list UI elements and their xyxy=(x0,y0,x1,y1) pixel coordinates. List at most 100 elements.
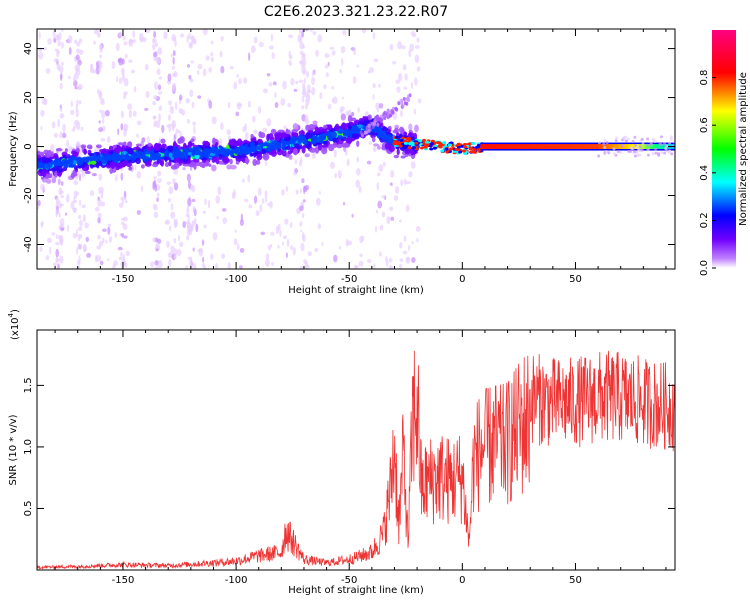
heat-band-cell xyxy=(437,144,442,148)
heat-band-cell xyxy=(476,148,481,152)
heat-speckle xyxy=(210,52,214,57)
heat-speckle xyxy=(403,235,407,242)
heat-speckle xyxy=(152,237,156,243)
heat-speckle xyxy=(374,225,378,233)
snr-multiplier-base: (x10 xyxy=(10,317,21,340)
heat-speckle xyxy=(59,113,65,119)
heat-band-cell xyxy=(476,143,481,147)
heat-speckle xyxy=(295,80,299,85)
heat-speckle xyxy=(76,260,81,266)
snr-series xyxy=(37,350,675,570)
heat-cell xyxy=(236,155,243,159)
heat-speckle xyxy=(98,127,104,133)
heat-cell xyxy=(356,140,360,147)
heat-cell xyxy=(201,164,205,169)
heat-speckle xyxy=(40,125,43,131)
heat-speckle xyxy=(293,88,298,92)
heat-speckle xyxy=(222,217,228,224)
heat-speckle xyxy=(118,57,123,66)
heat-speckle xyxy=(345,239,349,247)
heat-tail-speckle xyxy=(667,150,671,154)
heat-speckle xyxy=(59,218,65,226)
heat-speckle xyxy=(97,199,103,207)
heat-speckle xyxy=(268,45,274,50)
heat-cell xyxy=(147,142,152,147)
heat-speckle xyxy=(77,226,83,232)
heat-speckle xyxy=(99,43,103,53)
heat-speckle xyxy=(186,35,189,44)
heat-speckle xyxy=(329,161,335,169)
heat-speckle xyxy=(154,42,159,47)
heat-speckle xyxy=(100,98,104,105)
heat-speckle xyxy=(375,209,379,214)
heat-speckle xyxy=(367,258,372,263)
heat-speckle xyxy=(331,86,335,90)
heat-speckle xyxy=(145,90,150,98)
heat-speckle xyxy=(403,179,407,186)
heat-tail-speckle xyxy=(654,151,658,155)
heat-cell xyxy=(55,148,63,152)
heat-cell xyxy=(347,137,355,141)
heat-speckle xyxy=(115,43,120,52)
heat-speckle xyxy=(198,247,204,257)
heat-cell xyxy=(403,131,407,137)
heat-speckle xyxy=(284,218,289,225)
heat-cell xyxy=(127,147,134,155)
heat-tail-speckle xyxy=(641,142,645,146)
heat-speckle xyxy=(220,65,225,74)
heat-cell xyxy=(101,155,108,160)
heat-speckle xyxy=(117,128,120,136)
heat-speckle xyxy=(366,160,372,165)
heat-cell xyxy=(308,123,316,131)
heat-speckle xyxy=(281,241,285,246)
heat-speckle xyxy=(301,89,306,97)
heat-cell xyxy=(340,123,348,131)
heat-speckle xyxy=(255,210,260,217)
heat-speckle xyxy=(248,204,253,209)
heat-speckle xyxy=(120,260,124,269)
heat-speckle xyxy=(53,58,59,63)
heat-speckle xyxy=(355,179,361,188)
heat-speckle xyxy=(264,194,268,203)
heat-cell xyxy=(109,167,114,174)
heat-speckle xyxy=(311,69,315,77)
heat-speckle xyxy=(203,224,207,229)
heat-cell xyxy=(188,140,193,149)
heat-speckle xyxy=(60,181,64,186)
heat-speckle xyxy=(57,178,61,186)
heat-speckle xyxy=(260,231,266,236)
heat-speckle xyxy=(173,218,178,225)
heat-speckle xyxy=(377,172,381,177)
heat-speckle xyxy=(207,199,211,209)
heat-speckle xyxy=(210,253,214,260)
heat-speckle xyxy=(153,31,157,39)
heat-speckle xyxy=(258,187,262,196)
heat-speckle xyxy=(188,41,193,49)
heat-speckle xyxy=(59,237,63,245)
heat-speckle xyxy=(173,70,178,78)
heat-speckle xyxy=(61,61,64,66)
heat-speckle xyxy=(325,72,329,78)
heat-speckle xyxy=(270,231,275,236)
heat-cell xyxy=(160,148,165,154)
heat-cell xyxy=(293,132,299,138)
heat-speckle xyxy=(82,214,87,223)
heat-speckle xyxy=(166,124,171,128)
heat-speckle xyxy=(195,223,199,233)
heat-speckle xyxy=(373,58,379,63)
heat-speckle xyxy=(128,59,133,63)
heat-speckle xyxy=(274,91,277,99)
heat-speckle xyxy=(77,243,83,250)
heat-band-cell xyxy=(423,145,428,149)
heat-cell xyxy=(291,129,299,133)
heat-cell xyxy=(359,117,363,122)
heat-speckle xyxy=(408,123,413,132)
spectrogram-heatmap xyxy=(37,29,675,269)
heat-speckle xyxy=(59,82,63,90)
heat-speckle xyxy=(98,59,102,66)
heat-speckle xyxy=(202,29,208,36)
heat-speckle xyxy=(133,85,137,93)
heat-speckle xyxy=(154,183,158,192)
heat-cell xyxy=(301,145,306,154)
snr-y-label: SNR (10 * v/v) xyxy=(8,414,19,485)
